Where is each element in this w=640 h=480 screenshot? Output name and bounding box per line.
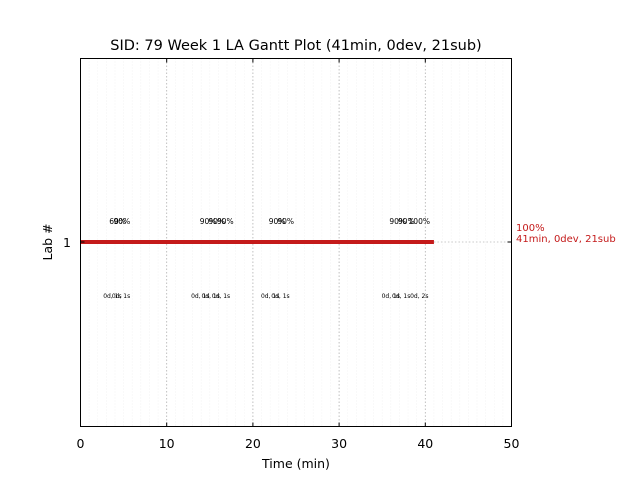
label-layer: 60%90% 90%90%90% 90%90% 90%90%100%0d, 1s0d,… xyxy=(103,217,430,300)
duration-label: 0d, 1s xyxy=(212,293,230,300)
percent-label: 90% xyxy=(389,217,406,226)
duration-label: 0d, 2s xyxy=(410,293,428,300)
x-tick-label: 0 xyxy=(77,436,85,451)
duration-label: 0d, 1s xyxy=(112,293,130,300)
x-axis-label: Time (min) xyxy=(261,456,330,471)
duration-label: 0d, 1s xyxy=(271,293,289,300)
percent-label: 90% xyxy=(217,217,234,226)
duration-label: 0d, 1s xyxy=(261,293,279,300)
y-tick-label: 1 xyxy=(63,235,71,250)
percent-label: 90% xyxy=(208,217,225,226)
duration-label: 0d, 1s xyxy=(201,293,219,300)
percent-label: 90% xyxy=(269,217,286,226)
percent-label: 60% xyxy=(109,217,126,226)
gantt-bar xyxy=(80,240,434,244)
end-annotation-summary: 41min, 0dev, 21sub xyxy=(516,234,616,245)
bar-layer xyxy=(80,240,434,244)
axis-layer: 0 10 20 30 40 50 1 xyxy=(63,58,520,451)
x-tick-label: 50 xyxy=(504,436,520,451)
percent-label: 90% xyxy=(277,217,294,226)
x-tick-label: 30 xyxy=(331,436,347,451)
duration-label: 0d, 1s xyxy=(382,293,400,300)
x-tick-label: 10 xyxy=(159,436,175,451)
x-tick-label: 20 xyxy=(245,436,261,451)
duration-label: 0d, 1s xyxy=(103,293,121,300)
duration-label: 0d, 1s xyxy=(191,293,209,300)
end-annotation-percent: 100% xyxy=(516,223,545,234)
percent-label: 100% xyxy=(409,217,430,226)
x-tick-label: 40 xyxy=(417,436,433,451)
y-axis-label: Lab # xyxy=(40,223,55,260)
percent-label: 90% xyxy=(398,217,415,226)
chart-title: SID: 79 Week 1 LA Gantt Plot (41min, 0de… xyxy=(110,38,481,54)
percent-label: 90% xyxy=(114,217,131,226)
duration-label: 0d, 1s xyxy=(392,293,410,300)
percent-label: 90% xyxy=(200,217,217,226)
